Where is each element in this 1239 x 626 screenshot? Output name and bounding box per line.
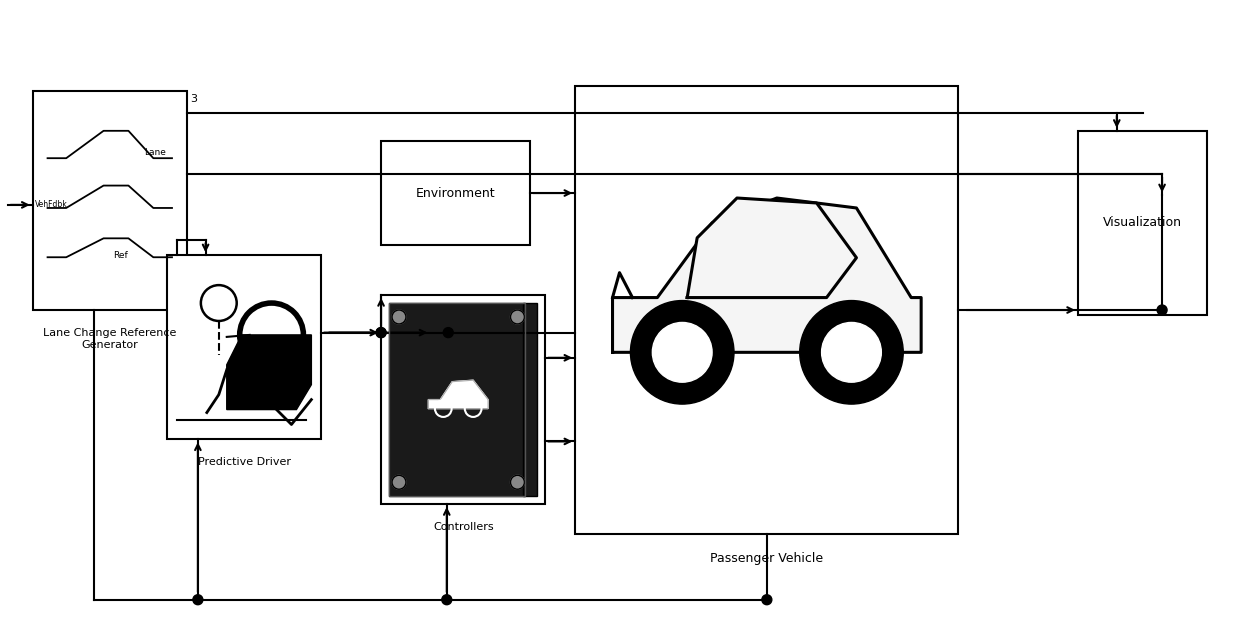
Polygon shape [612,198,921,352]
Text: Environment: Environment [416,187,496,200]
Circle shape [821,322,881,382]
Circle shape [444,327,453,337]
Text: Visualization: Visualization [1103,217,1182,229]
Text: Controllers: Controllers [432,522,493,532]
Circle shape [799,300,903,404]
Circle shape [1157,305,1167,315]
Bar [382,141,530,245]
Text: Passenger Vehicle: Passenger Vehicle [710,552,824,565]
Bar [575,86,959,534]
Bar [382,295,545,504]
Polygon shape [429,380,488,409]
Circle shape [653,322,712,382]
Bar [167,255,321,439]
Bar [389,303,525,496]
Circle shape [377,327,387,337]
Bar [1078,131,1207,315]
Circle shape [392,475,406,489]
Text: Lane Change Reference
Generator: Lane Change Reference Generator [43,328,176,349]
Text: Lane: Lane [144,148,166,157]
Bar [389,303,525,496]
Circle shape [193,595,203,605]
Text: 3: 3 [190,94,197,104]
Text: VehFdbk: VehFdbk [35,200,67,209]
Polygon shape [688,198,856,297]
Bar [32,91,187,310]
Circle shape [377,327,387,337]
Text: Predictive Driver: Predictive Driver [198,458,291,468]
Circle shape [510,310,524,324]
Circle shape [392,310,406,324]
Circle shape [510,475,524,489]
Polygon shape [227,335,311,409]
Circle shape [762,595,772,605]
Bar [523,303,538,496]
Text: Ref: Ref [113,251,128,260]
Circle shape [442,595,452,605]
Circle shape [631,300,733,404]
